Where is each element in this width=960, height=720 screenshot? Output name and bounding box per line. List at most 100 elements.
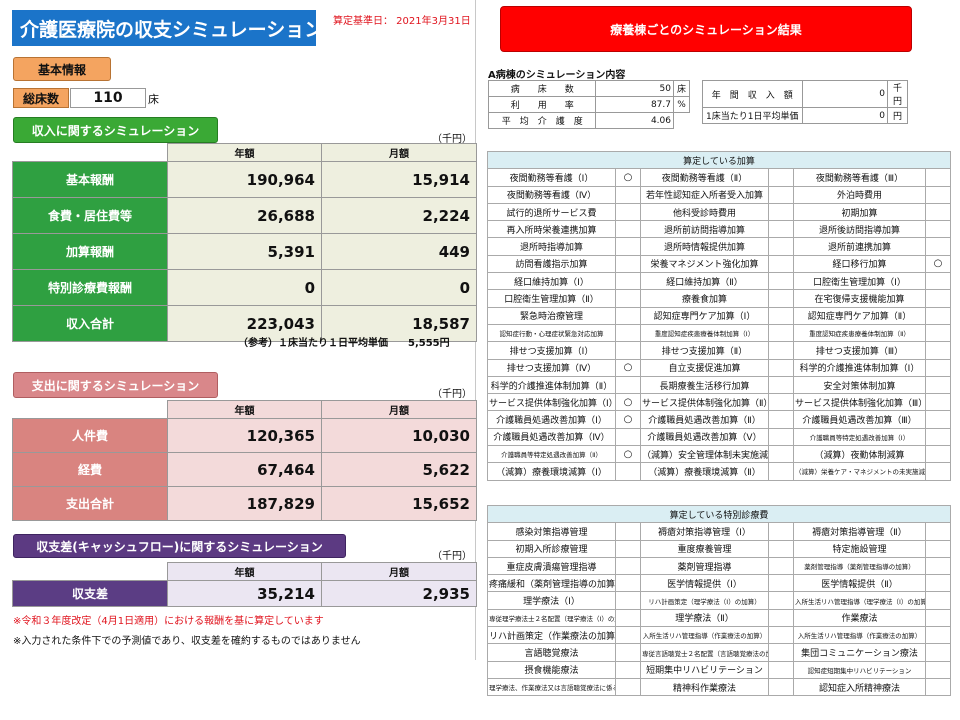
item-check[interactable]: ○ bbox=[615, 393, 641, 412]
item-check[interactable] bbox=[768, 306, 794, 325]
item-check[interactable] bbox=[924, 272, 952, 291]
item-check[interactable]: ○ bbox=[615, 168, 641, 187]
item-check[interactable] bbox=[768, 643, 794, 662]
item-check[interactable] bbox=[615, 626, 641, 645]
item-check[interactable] bbox=[924, 185, 952, 204]
item-check[interactable] bbox=[768, 677, 794, 697]
item-check[interactable] bbox=[615, 608, 641, 628]
item-check[interactable] bbox=[768, 272, 794, 291]
item-check[interactable] bbox=[768, 522, 794, 541]
item-check[interactable] bbox=[615, 643, 641, 662]
table-row: 経口維持加算（Ⅰ） 経口維持加算（Ⅱ） 口腔衛生管理加算（Ⅰ） bbox=[487, 272, 952, 291]
item-check[interactable] bbox=[615, 375, 641, 395]
item-check[interactable] bbox=[924, 539, 952, 558]
item-label: 作業療法 bbox=[793, 608, 926, 628]
item-check[interactable] bbox=[924, 323, 952, 343]
item-check[interactable] bbox=[924, 462, 952, 481]
item-check[interactable] bbox=[924, 237, 952, 256]
item-check[interactable]: ○ bbox=[615, 358, 641, 377]
item-check[interactable] bbox=[924, 393, 952, 412]
item-check[interactable] bbox=[615, 591, 641, 610]
item-check[interactable] bbox=[924, 643, 952, 662]
item-check[interactable] bbox=[924, 358, 952, 377]
item-check[interactable] bbox=[924, 168, 952, 187]
item-check[interactable] bbox=[768, 254, 794, 274]
item-check[interactable] bbox=[924, 202, 952, 222]
item-check[interactable] bbox=[768, 574, 794, 593]
item-check[interactable] bbox=[615, 522, 641, 541]
item-check[interactable] bbox=[924, 289, 952, 308]
table-row: 訪問看護指示加算 栄養マネジメント強化加算 経口移行加算 ○ bbox=[487, 254, 952, 274]
ward-results-button[interactable]: 療養棟ごとのシミュレーション結果 bbox=[500, 6, 912, 52]
item-check[interactable]: ○ bbox=[615, 445, 641, 464]
item-check[interactable] bbox=[615, 556, 641, 576]
item-check[interactable] bbox=[924, 306, 952, 325]
item-check[interactable] bbox=[768, 427, 794, 447]
item-check[interactable] bbox=[924, 608, 952, 628]
item-check[interactable] bbox=[768, 445, 794, 464]
item-check[interactable] bbox=[615, 185, 641, 204]
item-check[interactable] bbox=[768, 168, 794, 187]
item-check[interactable] bbox=[924, 341, 952, 360]
table-row: 感染対策指導管理 褥瘡対策指導管理（Ⅰ） 褥瘡対策指導管理（Ⅱ） bbox=[487, 522, 952, 541]
item-check[interactable] bbox=[924, 375, 952, 395]
item-check[interactable] bbox=[615, 427, 641, 447]
item-check[interactable] bbox=[924, 220, 952, 239]
item-check[interactable] bbox=[768, 375, 794, 395]
item-check[interactable] bbox=[615, 306, 641, 325]
item-check[interactable] bbox=[768, 220, 794, 239]
item-check[interactable] bbox=[615, 677, 641, 697]
item-check[interactable] bbox=[768, 341, 794, 360]
item-check[interactable] bbox=[768, 539, 794, 558]
item-check[interactable] bbox=[768, 358, 794, 377]
item-check[interactable] bbox=[768, 323, 794, 343]
item-check[interactable]: ○ bbox=[924, 254, 952, 274]
item-check[interactable] bbox=[615, 574, 641, 593]
item-check[interactable] bbox=[924, 410, 952, 429]
item-check[interactable] bbox=[615, 220, 641, 239]
item-check[interactable] bbox=[615, 341, 641, 360]
table-row: 介護職員処遇改善加算（Ⅰ） ○ 介護職員処遇改善加算（Ⅱ） 介護職員処遇改善加算（Ⅲ） bbox=[487, 410, 952, 429]
item-check[interactable] bbox=[924, 427, 952, 447]
item-check[interactable] bbox=[768, 626, 794, 645]
table-row: 疼痛緩和（薬剤管理指導の加算） 医学情報提供（Ⅰ） 医学情報提供（Ⅱ） bbox=[487, 574, 952, 593]
item-label: 摂食機能療法 bbox=[487, 660, 616, 679]
item-check[interactable] bbox=[615, 237, 641, 256]
item-check[interactable] bbox=[768, 393, 794, 412]
item-check[interactable] bbox=[768, 289, 794, 308]
item-check[interactable] bbox=[924, 445, 952, 464]
item-check[interactable] bbox=[615, 539, 641, 558]
bed-count-input[interactable]: 110 bbox=[70, 88, 146, 108]
item-check[interactable] bbox=[768, 237, 794, 256]
table-row: 理学療法（Ⅰ） リハ計画策定（理学療法（Ⅰ）の加算） 入所生活リハ管理指導（理学療法… bbox=[487, 591, 952, 610]
item-check[interactable] bbox=[924, 626, 952, 645]
table-header-row: 年額 月額 bbox=[13, 400, 477, 419]
item-check[interactable] bbox=[615, 289, 641, 308]
item-label: 夜間勤務等看護（Ⅱ） bbox=[640, 168, 769, 187]
item-check[interactable] bbox=[768, 202, 794, 222]
item-check[interactable] bbox=[924, 574, 952, 593]
item-check[interactable] bbox=[924, 556, 952, 576]
item-check[interactable] bbox=[768, 660, 794, 679]
item-check[interactable] bbox=[615, 323, 641, 343]
item-label: 入所生活リハ管理指導（理学療法（Ⅰ）の加算） bbox=[793, 591, 926, 610]
item-check[interactable] bbox=[924, 660, 952, 679]
item-check[interactable] bbox=[768, 608, 794, 628]
item-label: 科学的介護推進体制加算（Ⅱ） bbox=[487, 375, 616, 395]
item-check[interactable]: ○ bbox=[615, 410, 641, 429]
item-check[interactable] bbox=[615, 254, 641, 274]
item-check[interactable] bbox=[615, 272, 641, 291]
item-label: 重度認知症疾患療養体制加算（Ⅱ） bbox=[793, 323, 926, 343]
item-check[interactable] bbox=[768, 556, 794, 576]
item-check[interactable] bbox=[924, 591, 952, 610]
item-check[interactable] bbox=[768, 185, 794, 204]
item-label: 療養食加算 bbox=[640, 289, 769, 308]
item-check[interactable] bbox=[768, 591, 794, 610]
item-check[interactable] bbox=[615, 462, 641, 481]
item-check[interactable] bbox=[615, 660, 641, 679]
item-check[interactable] bbox=[615, 202, 641, 222]
item-check[interactable] bbox=[924, 677, 952, 697]
item-check[interactable] bbox=[924, 522, 952, 541]
item-check[interactable] bbox=[768, 462, 794, 481]
item-check[interactable] bbox=[768, 410, 794, 429]
